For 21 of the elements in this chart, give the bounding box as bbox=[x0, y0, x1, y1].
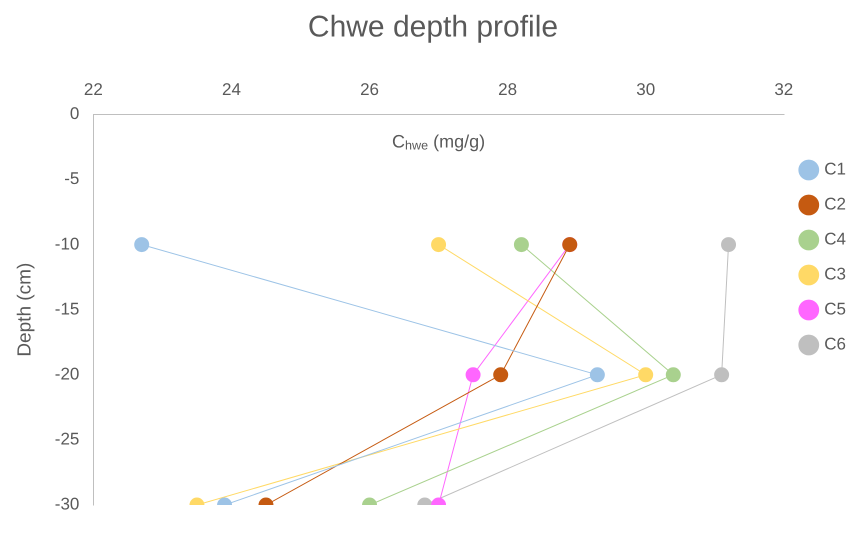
legend-label: C2 bbox=[824, 194, 846, 214]
y-tick-label: -20 bbox=[54, 364, 80, 384]
y-tick-label: 0 bbox=[70, 104, 80, 124]
y-tick-label: -10 bbox=[54, 234, 80, 254]
x-tick-label: 30 bbox=[636, 80, 656, 99]
legend-label: C4 bbox=[824, 230, 846, 249]
x-tick-label: 32 bbox=[774, 80, 794, 99]
y-axis-title: Depth (cm) bbox=[14, 262, 36, 357]
x-tick-label: 26 bbox=[360, 80, 379, 99]
y-tick-label: -30 bbox=[54, 494, 80, 514]
x-tick-label: 28 bbox=[498, 80, 518, 99]
x-tick-label: 24 bbox=[222, 80, 241, 99]
x-tick-label: 22 bbox=[84, 80, 103, 99]
legend-label: C6 bbox=[824, 334, 846, 354]
legend-label: C3 bbox=[824, 264, 846, 284]
y-tick-label: -25 bbox=[54, 430, 80, 449]
legend-label: C5 bbox=[824, 300, 846, 319]
y-tick-label: -15 bbox=[54, 299, 80, 318]
legend-label: C1 bbox=[824, 160, 846, 179]
chart-title: Chwe depth profile bbox=[308, 10, 558, 44]
y-tick-label: -5 bbox=[64, 169, 80, 188]
